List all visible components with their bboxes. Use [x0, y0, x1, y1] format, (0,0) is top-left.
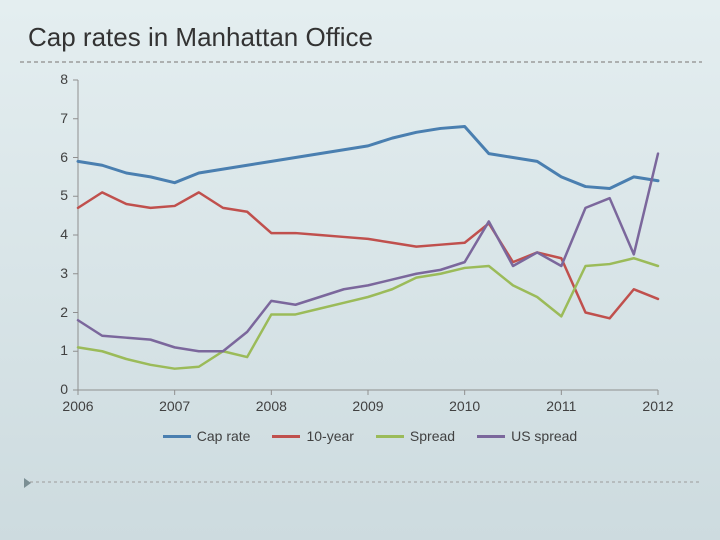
- y-axis-label: 4: [48, 226, 68, 242]
- legend-label: 10-year: [306, 428, 353, 444]
- legend-item-spread: Spread: [376, 428, 455, 444]
- legend: Cap rate 10-year Spread US spread: [100, 428, 640, 444]
- y-axis-label: 2: [48, 304, 68, 320]
- x-axis-label: 2010: [440, 398, 490, 414]
- y-axis-label: 0: [48, 381, 68, 397]
- legend-swatch: [376, 435, 404, 438]
- series-us_spread: [78, 154, 658, 352]
- x-axis-label: 2009: [343, 398, 393, 414]
- y-axis-label: 6: [48, 149, 68, 165]
- y-axis-label: 7: [48, 110, 68, 126]
- x-axis-label: 2007: [150, 398, 200, 414]
- legend-label: Spread: [410, 428, 455, 444]
- x-axis-label: 2006: [53, 398, 103, 414]
- legend-label: Cap rate: [197, 428, 251, 444]
- legend-label: US spread: [511, 428, 577, 444]
- footer-arrow-icon: [24, 478, 31, 488]
- legend-item-ten_year: 10-year: [272, 428, 353, 444]
- legend-swatch: [477, 435, 505, 438]
- x-axis-label: 2012: [633, 398, 683, 414]
- x-axis-label: 2008: [246, 398, 296, 414]
- chart-canvas: [78, 80, 668, 400]
- legend-item-cap_rate: Cap rate: [163, 428, 251, 444]
- legend-swatch: [163, 435, 191, 438]
- page-title: Cap rates in Manhattan Office: [28, 22, 373, 53]
- legend-swatch: [272, 435, 300, 438]
- series-ten_year: [78, 192, 658, 318]
- y-axis-label: 3: [48, 265, 68, 281]
- x-axis-label: 2011: [536, 398, 586, 414]
- y-axis-label: 5: [48, 187, 68, 203]
- slide: Cap rates in Manhattan Office 012345678 …: [0, 0, 720, 540]
- legend-item-us_spread: US spread: [477, 428, 577, 444]
- chart: 012345678 2006200720082009201020112012: [78, 80, 658, 420]
- series-spread: [78, 258, 658, 368]
- y-axis-label: 1: [48, 342, 68, 358]
- series-cap_rate: [78, 127, 658, 189]
- y-axis-label: 8: [48, 71, 68, 87]
